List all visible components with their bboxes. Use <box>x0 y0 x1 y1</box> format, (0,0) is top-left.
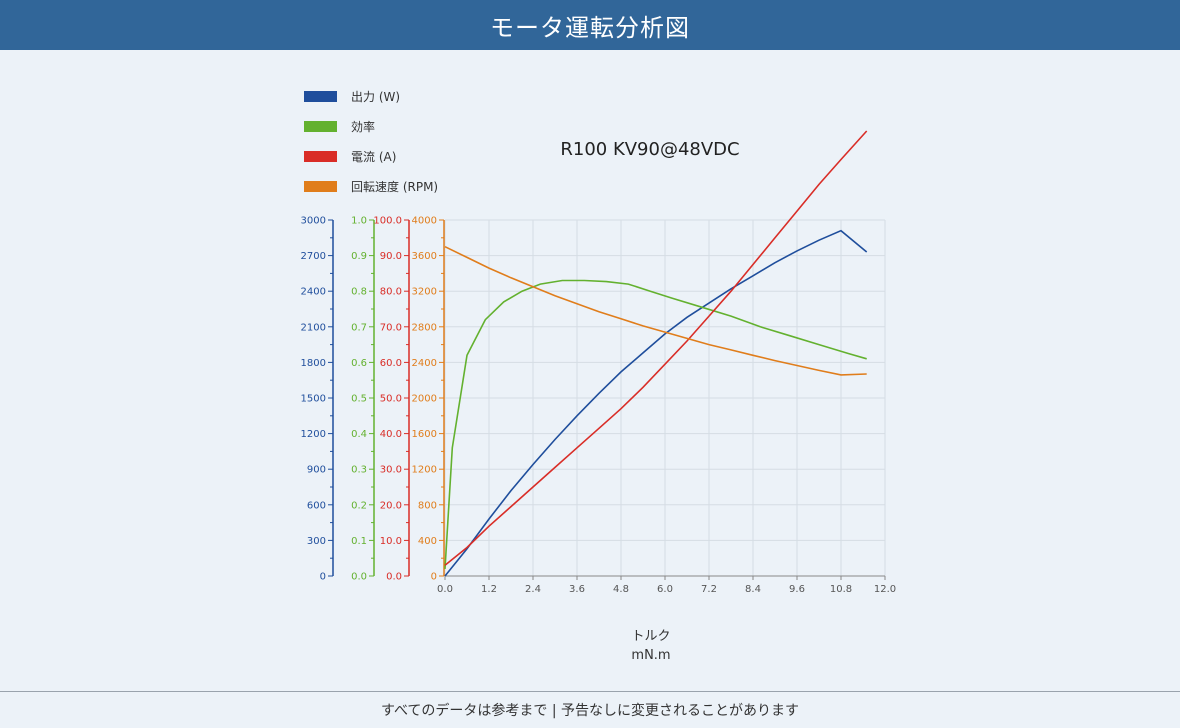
y-tick-label: 900 <box>307 465 326 476</box>
y-tick-label: 50.0 <box>380 394 402 405</box>
y-tick-label: 0 <box>431 572 437 583</box>
x-tick-label: 0.0 <box>437 584 453 595</box>
y-tick-label: 40.0 <box>380 429 402 440</box>
y-tick-label: 0.3 <box>351 465 367 476</box>
series-line <box>444 229 868 577</box>
y-tick-label: 0.0 <box>351 572 367 583</box>
y-tick-label: 0.6 <box>351 358 367 369</box>
y-tick-label: 2100 <box>301 322 326 333</box>
chart-axes: 0.0 1.2 2.4 3.6 4.8 6.0 7.2 8.4 9.6 10.8 12.0 0 300 6… <box>301 216 897 596</box>
x-axis-unit: mN.m <box>631 648 670 663</box>
chart: 0.0 1.2 2.4 3.6 4.8 6.0 7.2 8.4 9.6 10.8 12.0 0 300 6… <box>301 90 897 663</box>
x-tick-label: 4.8 <box>613 584 629 595</box>
chart-series <box>444 130 868 577</box>
y-tick-label: 20.0 <box>380 500 402 511</box>
y-tick-label: 2000 <box>412 394 437 405</box>
y-tick-label: 0.7 <box>351 322 367 333</box>
y-tick-label: 4000 <box>412 216 437 227</box>
x-tick-label: 12.0 <box>874 584 896 595</box>
x-tick-label: 3.6 <box>569 584 585 595</box>
y-tick-label: 1600 <box>412 429 437 440</box>
y-tick-label: 2400 <box>412 358 437 369</box>
y-tick-label: 0.0 <box>386 572 402 583</box>
y-tick-label: 2800 <box>412 322 437 333</box>
y-tick-label: 3000 <box>301 216 326 227</box>
legend-swatch <box>304 151 337 162</box>
page-title: モータ運転分析図 <box>0 0 1180 50</box>
y-tick-label: 2400 <box>301 287 326 298</box>
y-tick-label: 100.0 <box>373 216 402 227</box>
y-tick-label: 80.0 <box>380 287 402 298</box>
series-line <box>444 245 867 376</box>
chart-grid <box>444 219 886 577</box>
y-tick-label: 90.0 <box>380 251 402 262</box>
y-tick-label: 1.0 <box>351 216 367 227</box>
legend-label: 回転速度 (RPM) <box>351 179 438 194</box>
legend-swatch <box>304 181 337 192</box>
x-tick-label: 10.8 <box>830 584 852 595</box>
y-tick-label: 0.9 <box>351 251 367 262</box>
y-tick-label: 70.0 <box>380 322 402 333</box>
y-tick-label: 1800 <box>301 358 326 369</box>
x-tick-label: 9.6 <box>789 584 805 595</box>
legend-label: 電流 (A) <box>351 150 396 164</box>
y-tick-label: 30.0 <box>380 465 402 476</box>
legend-swatch <box>304 91 337 102</box>
y-tick-label: 60.0 <box>380 358 402 369</box>
y-tick-label: 3600 <box>412 251 437 262</box>
y-tick-label: 0.1 <box>351 536 367 547</box>
y-tick-label: 1200 <box>412 465 437 476</box>
y-tick-label: 1500 <box>301 394 326 405</box>
y-tick-label: 2700 <box>301 251 326 262</box>
y-tick-label: 1200 <box>301 429 326 440</box>
y-tick-label: 0.5 <box>351 394 367 405</box>
x-tick-label: 2.4 <box>525 584 541 595</box>
footer-disclaimer: すべてのデータは参考まで | 予告なしに変更されることがあります <box>0 691 1180 728</box>
x-tick-label: 8.4 <box>745 584 761 595</box>
y-tick-label: 600 <box>307 500 326 511</box>
legend-label: 効率 <box>351 119 375 134</box>
y-tick-label: 3200 <box>412 287 437 298</box>
x-tick-label: 6.0 <box>657 584 673 595</box>
y-tick-label: 0.4 <box>351 429 367 440</box>
x-tick-label: 1.2 <box>481 584 497 595</box>
y-tick-label: 0 <box>320 572 326 583</box>
legend-swatch <box>304 121 337 132</box>
legend-label: 出力 (W) <box>351 90 400 104</box>
x-axis-label: トルク <box>631 629 670 644</box>
y-tick-label: 300 <box>307 536 326 547</box>
y-tick-label: 0.8 <box>351 287 367 298</box>
chart-title: R100 KV90@48VDC <box>560 139 739 160</box>
y-tick-label: 400 <box>418 536 437 547</box>
y-tick-label: 0.2 <box>351 500 367 511</box>
series-line <box>444 130 868 566</box>
x-tick-label: 7.2 <box>701 584 717 595</box>
y-tick-label: 10.0 <box>380 536 402 547</box>
y-tick-label: 800 <box>418 500 437 511</box>
series-line <box>444 279 867 569</box>
